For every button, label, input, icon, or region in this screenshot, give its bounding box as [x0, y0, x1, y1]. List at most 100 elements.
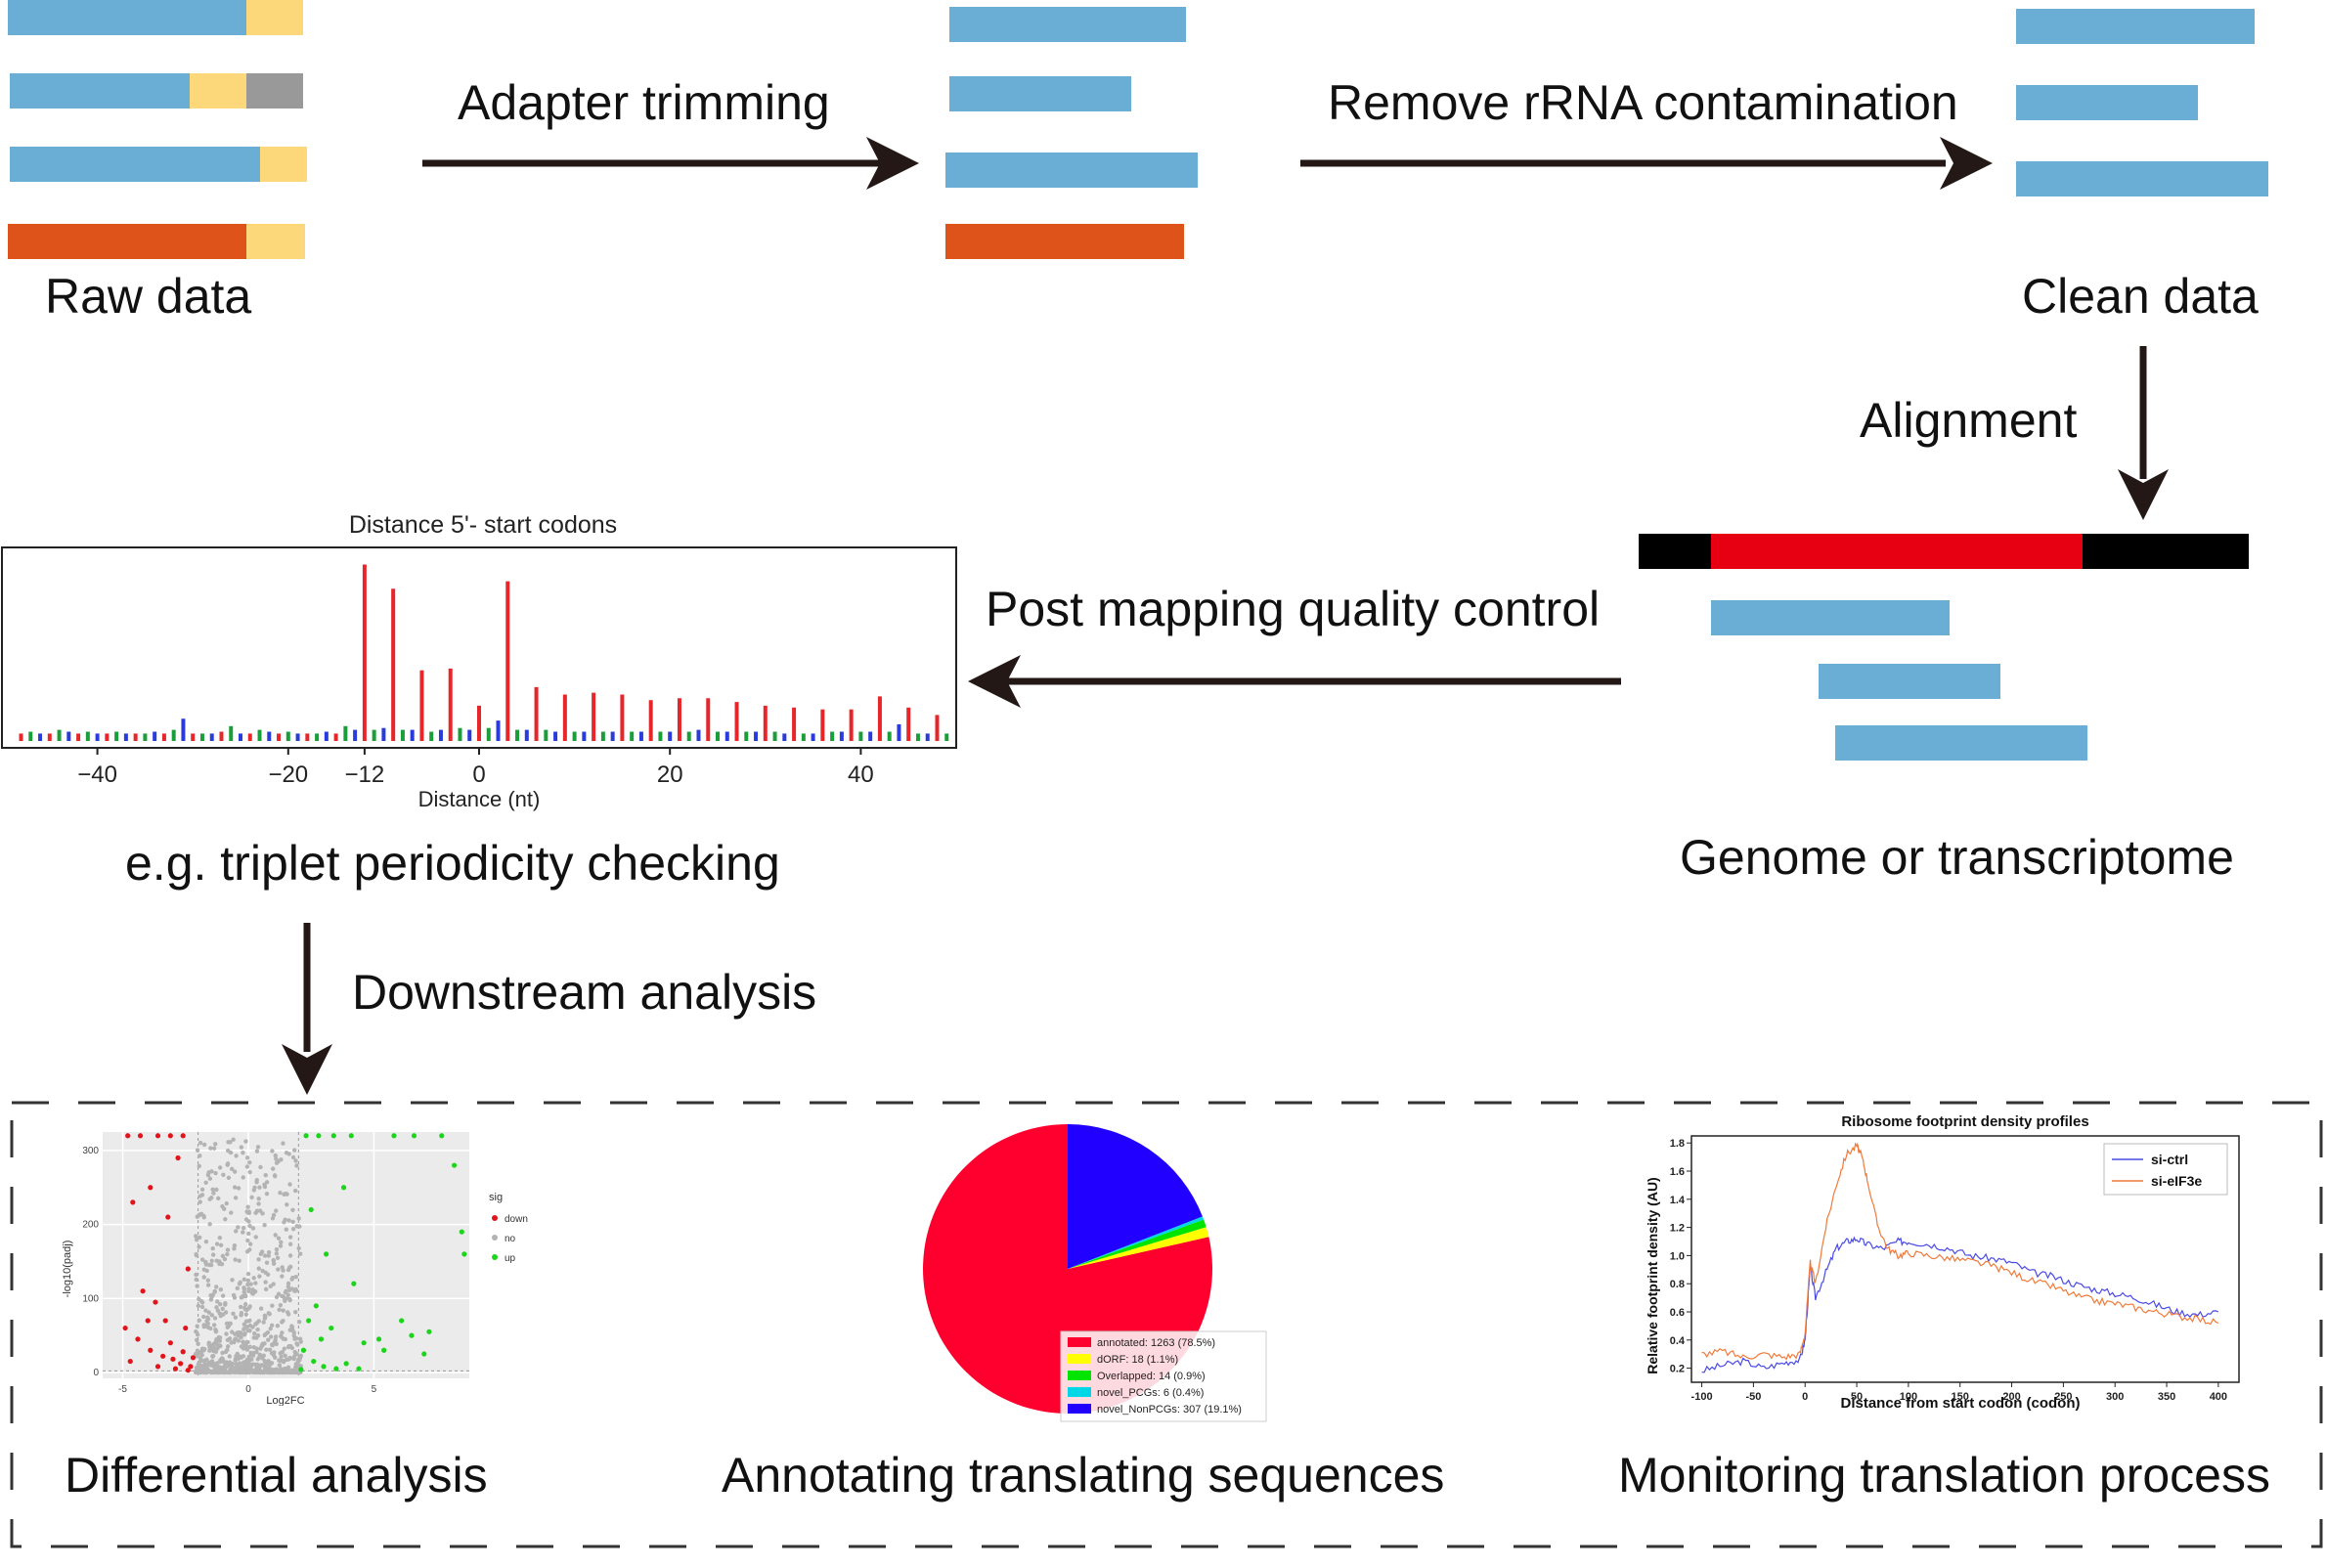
volcano-point-no — [223, 1217, 228, 1222]
volcano-point-no — [294, 1163, 299, 1168]
volcano-xlabel: Log2FC — [266, 1395, 304, 1406]
volcano-point-no — [250, 1325, 255, 1329]
volcano-point-no — [199, 1257, 205, 1262]
volcano-point-no — [270, 1303, 275, 1308]
volcano-point-no — [258, 1164, 263, 1170]
volcano-point-no — [283, 1298, 287, 1303]
volcano-point-no — [268, 1334, 274, 1339]
volcano-point-no — [267, 1311, 272, 1317]
volcano-point-no — [210, 1245, 215, 1251]
density-legend-box — [2103, 1143, 2228, 1196]
periodicity-title: Distance 5'- start codons — [349, 511, 617, 539]
remove-rrna-label: Remove rRNA contamination — [1328, 75, 1958, 130]
volcano-point-no — [201, 1267, 206, 1272]
volcano-point-no — [197, 1235, 202, 1240]
volcano-point-no — [237, 1258, 241, 1263]
volcano-point-no — [260, 1268, 265, 1274]
volcano-point-no — [267, 1347, 273, 1352]
volcano-point-no — [298, 1339, 303, 1344]
volcano-point-no — [241, 1225, 246, 1231]
volcano-point-no — [243, 1301, 248, 1307]
volcano-point-no — [254, 1346, 259, 1351]
volcano-point-no — [244, 1249, 250, 1254]
volcano-point-no — [195, 1214, 199, 1219]
volcano-point-down — [148, 1347, 154, 1353]
volcano-legend-label: down — [505, 1214, 528, 1225]
volcano-ylabel: -log10(padj) — [62, 1241, 73, 1298]
volcano-point-no — [209, 1258, 214, 1263]
volcano-point-no — [290, 1227, 296, 1232]
volcano-point-no — [233, 1257, 238, 1262]
volcano-point-no — [285, 1202, 289, 1207]
volcano-point-down — [162, 1318, 168, 1324]
volcano-point-no — [201, 1215, 206, 1220]
periodicity-xlabel: Distance (nt) — [418, 787, 541, 811]
volcano-point-up — [316, 1133, 322, 1139]
volcano-point-no — [213, 1328, 219, 1333]
volcano-point-down — [183, 1325, 189, 1331]
volcano-point-no — [279, 1354, 284, 1359]
annotating-label: Annotating translating sequences — [722, 1448, 1445, 1503]
volcano-point-no — [251, 1276, 256, 1281]
density-ylabel: Relative footprint density (AU) — [1645, 1177, 1660, 1373]
volcano-point-no — [223, 1300, 228, 1306]
volcano-point-no — [247, 1169, 252, 1175]
volcano-point-no — [256, 1201, 261, 1206]
volcano-point-no — [264, 1347, 269, 1352]
volcano-point-no — [287, 1235, 293, 1240]
volcano-point-down — [172, 1366, 179, 1372]
density-title: Ribosome footprint density profiles — [1841, 1113, 2088, 1130]
volcano-point-no — [285, 1267, 291, 1273]
volcano-point-down — [180, 1133, 186, 1139]
downstream-analysis-label: Downstream analysis — [352, 965, 817, 1020]
clean-read-1 — [2016, 9, 2255, 44]
volcano-point-no — [263, 1280, 268, 1285]
volcano-point-no — [235, 1330, 241, 1335]
volcano-point-no — [250, 1287, 255, 1292]
volcano-point-no — [203, 1308, 208, 1313]
volcano-point-no — [263, 1286, 269, 1292]
volcano-point-down — [190, 1355, 197, 1361]
trimmed-read-1 — [949, 7, 1186, 42]
volcano-point-no — [267, 1369, 272, 1374]
volcano-point-down — [165, 1214, 171, 1220]
clean-read-3 — [2016, 161, 2268, 196]
volcano-point-no — [227, 1370, 232, 1375]
volcano-point-no — [231, 1292, 237, 1298]
volcano-point-no — [281, 1268, 285, 1273]
analysis-box — [10, 1101, 2323, 1548]
density-x-tick: 150 — [1952, 1391, 1969, 1403]
volcano-point-no — [289, 1277, 294, 1282]
volcano-point-no — [208, 1292, 213, 1298]
volcano-point-up — [311, 1358, 317, 1365]
volcano-point-no — [221, 1370, 226, 1374]
volcano-point-no — [194, 1277, 198, 1283]
volcano-point-no — [245, 1204, 250, 1209]
volcano-point-no — [195, 1332, 200, 1337]
volcano-point-no — [244, 1324, 250, 1329]
volcano-point-no — [260, 1356, 265, 1361]
volcano-point-no — [197, 1318, 201, 1323]
volcano-point-no — [225, 1162, 230, 1167]
volcano-point-no — [220, 1293, 226, 1298]
volcano-point-no — [254, 1178, 259, 1183]
volcano-point-no — [247, 1241, 253, 1246]
volcano-point-up — [323, 1251, 329, 1257]
volcano-point-no — [236, 1186, 241, 1191]
volcano-point-no — [256, 1196, 261, 1201]
pie-legend-label: annotated: 1263 (78.5%) — [1097, 1337, 1215, 1349]
volcano-point-down — [160, 1353, 166, 1359]
volcano-point-no — [242, 1305, 247, 1310]
periodicity-tick-label: −12 — [345, 762, 385, 788]
volcano-point-no — [201, 1314, 206, 1320]
volcano-point-no — [241, 1289, 246, 1295]
volcano-point-up — [306, 1318, 312, 1324]
volcano-point-no — [203, 1262, 209, 1267]
volcano-point-no — [199, 1300, 205, 1305]
volcano-point-no — [231, 1311, 236, 1317]
volcano-point-no — [259, 1343, 264, 1349]
volcano-point-no — [286, 1287, 292, 1293]
volcano-point-up — [361, 1340, 367, 1346]
volcano-point-no — [197, 1154, 202, 1158]
